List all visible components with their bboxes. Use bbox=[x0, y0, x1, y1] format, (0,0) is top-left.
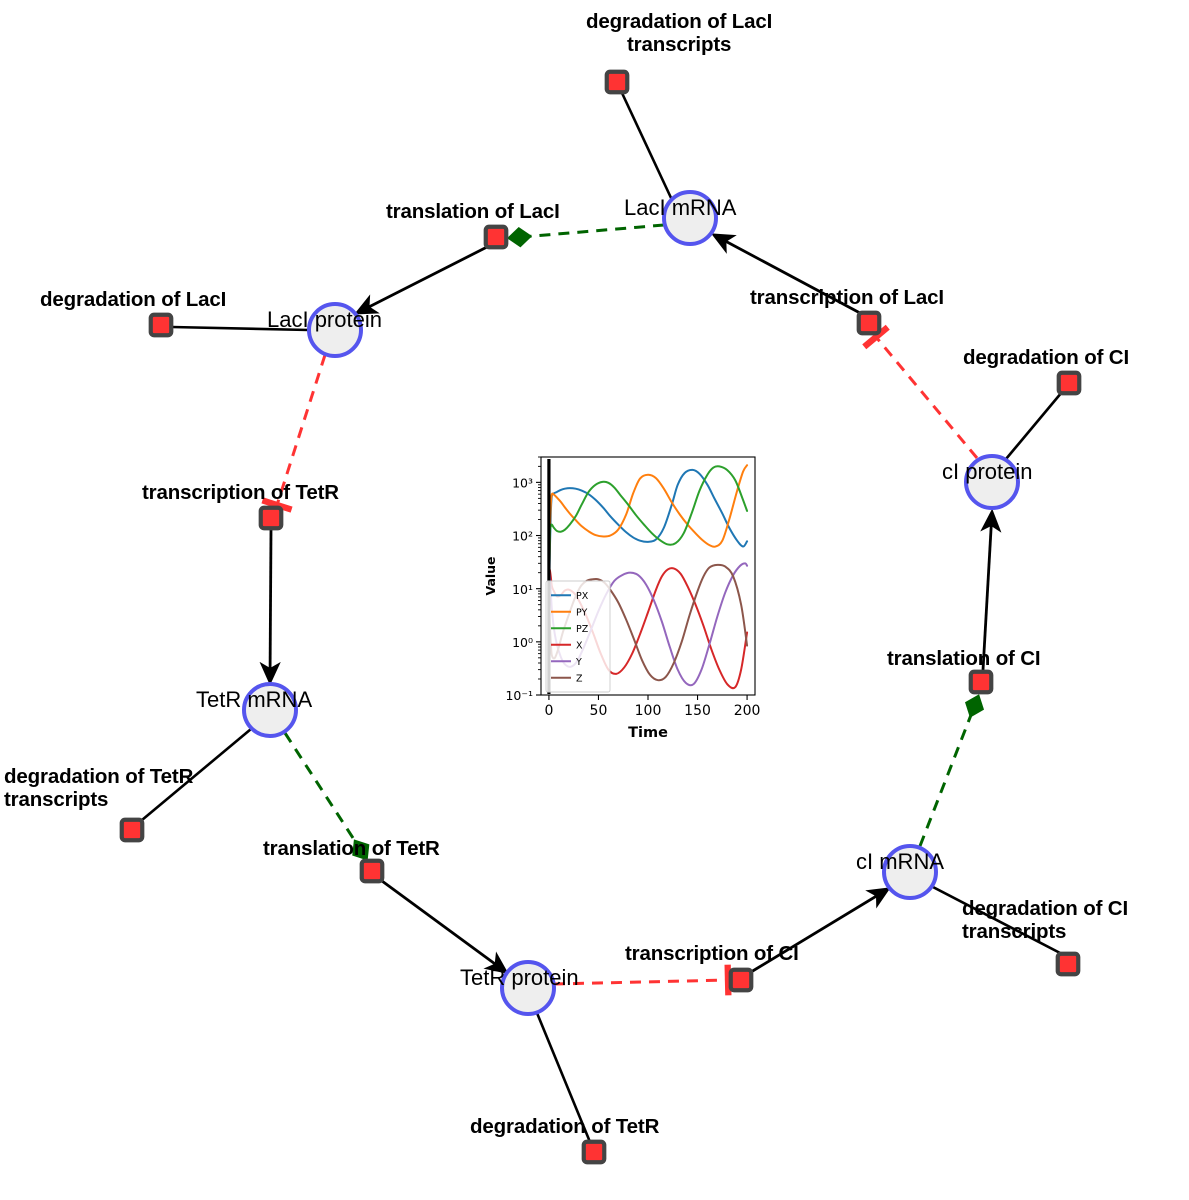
edge-layer bbox=[141, 92, 1063, 1143]
reaction-node-transc_tetr[interactable] bbox=[258, 505, 284, 531]
species-node-laci_protein[interactable] bbox=[307, 302, 363, 358]
x-tick-label: 0 bbox=[544, 703, 553, 719]
y-tick-label: 10² bbox=[512, 529, 533, 544]
edge-catalysis bbox=[918, 694, 985, 847]
x-tick-label: 150 bbox=[684, 703, 711, 719]
reaction-square[interactable] bbox=[1056, 370, 1082, 396]
simulation-plot: 10⁻¹ 10⁰ 10¹ 10² 10³ 0 50 100 150 200 PX PY PZ X Y Z T… bbox=[479, 445, 765, 745]
species-circle[interactable] bbox=[500, 960, 556, 1016]
series-line-PZ bbox=[547, 465, 749, 611]
species-circle[interactable] bbox=[662, 190, 718, 246]
species-node-ci_protein[interactable] bbox=[964, 454, 1020, 510]
reaction-square[interactable] bbox=[258, 505, 284, 531]
node-layer[interactable] bbox=[119, 69, 1082, 1165]
edge-inhibition bbox=[553, 964, 732, 996]
plot-legend: PX PY PZ XYZ bbox=[545, 580, 611, 693]
legend-label-X: X bbox=[576, 640, 583, 651]
edge-plain bbox=[1005, 391, 1063, 460]
reaction-node-deg_laci[interactable] bbox=[148, 312, 174, 338]
reaction-square[interactable] bbox=[581, 1139, 607, 1165]
reaction-node-transc_ci[interactable] bbox=[728, 967, 754, 993]
reaction-square[interactable] bbox=[856, 310, 882, 336]
y-tick-label: 10³ bbox=[512, 476, 533, 491]
reaction-node-transc_laci[interactable] bbox=[856, 310, 882, 336]
legend-label-Y: Y bbox=[575, 657, 582, 668]
reaction-square[interactable] bbox=[148, 312, 174, 338]
reaction-square[interactable] bbox=[1055, 951, 1081, 977]
species-node-ci_mrna[interactable] bbox=[882, 844, 938, 900]
edge-arrow bbox=[980, 508, 1002, 671]
reaction-node-trans_laci[interactable] bbox=[483, 224, 509, 250]
y-tick-label: 10⁻¹ bbox=[505, 688, 533, 703]
edge-plain bbox=[930, 884, 1063, 956]
edge-plain bbox=[535, 1012, 592, 1143]
legend-label-PX: PX bbox=[576, 591, 589, 602]
reaction-node-deg_tetr_transcripts[interactable] bbox=[119, 817, 145, 843]
reaction-square[interactable] bbox=[728, 967, 754, 993]
reaction-node-deg_laci_transcripts[interactable] bbox=[604, 69, 630, 95]
series-line-PX bbox=[547, 468, 749, 611]
timecourse-chart: 10⁻¹ 10⁰ 10¹ 10² 10³ 0 50 100 150 200 PX PY PZ XYZ T… bbox=[483, 456, 761, 741]
edge-arrow bbox=[259, 529, 281, 686]
legend-box bbox=[545, 580, 611, 693]
edge-arrow bbox=[711, 233, 861, 315]
species-node-tetr_mrna[interactable] bbox=[242, 682, 298, 738]
edge-arrow bbox=[354, 245, 488, 315]
reaction-square[interactable] bbox=[968, 669, 994, 695]
x-axis-label: Time bbox=[628, 725, 668, 741]
reaction-square[interactable] bbox=[483, 224, 509, 250]
reaction-node-trans_ci[interactable] bbox=[968, 669, 994, 695]
edge-catalysis bbox=[283, 732, 370, 861]
species-circle[interactable] bbox=[882, 844, 938, 900]
reaction-square[interactable] bbox=[359, 858, 385, 884]
reaction-square[interactable] bbox=[119, 817, 145, 843]
species-circle[interactable] bbox=[307, 302, 363, 358]
y-axis-label: Value bbox=[483, 556, 498, 595]
edge-plain bbox=[141, 728, 252, 821]
edge-inhibition bbox=[862, 324, 979, 459]
species-node-laci_mrna[interactable] bbox=[662, 190, 718, 246]
legend-label-Z: Z bbox=[576, 673, 583, 684]
y-tick-label: 10⁰ bbox=[512, 635, 533, 650]
x-tick-label: 200 bbox=[734, 703, 761, 719]
species-circle[interactable] bbox=[242, 682, 298, 738]
edge-inhibition bbox=[261, 354, 327, 513]
legend-label-PY: PY bbox=[576, 607, 588, 618]
plot-ticks: 10⁻¹ 10⁰ 10¹ 10² 10³ 0 50 100 150 200 bbox=[505, 456, 761, 719]
reaction-square[interactable] bbox=[604, 69, 630, 95]
x-tick-label: 50 bbox=[590, 703, 608, 719]
reaction-node-trans_tetr[interactable] bbox=[359, 858, 385, 884]
species-node-tetr_protein[interactable] bbox=[500, 960, 556, 1016]
reaction-node-deg_ci[interactable] bbox=[1056, 370, 1082, 396]
edge-plain bbox=[620, 92, 674, 201]
edge-catalysis bbox=[507, 223, 665, 248]
species-circle[interactable] bbox=[964, 454, 1020, 510]
edge-arrow bbox=[381, 879, 509, 974]
y-tick-label: 10¹ bbox=[512, 582, 533, 597]
plot-axis-labels: Time Value bbox=[483, 556, 668, 741]
reaction-node-deg_tetr[interactable] bbox=[581, 1139, 607, 1165]
edge-plain bbox=[171, 325, 310, 332]
edge-arrow bbox=[750, 887, 891, 974]
x-tick-label: 100 bbox=[635, 703, 662, 719]
legend-label-PZ: PZ bbox=[576, 624, 589, 635]
reaction-node-deg_ci_transcripts[interactable] bbox=[1055, 951, 1081, 977]
